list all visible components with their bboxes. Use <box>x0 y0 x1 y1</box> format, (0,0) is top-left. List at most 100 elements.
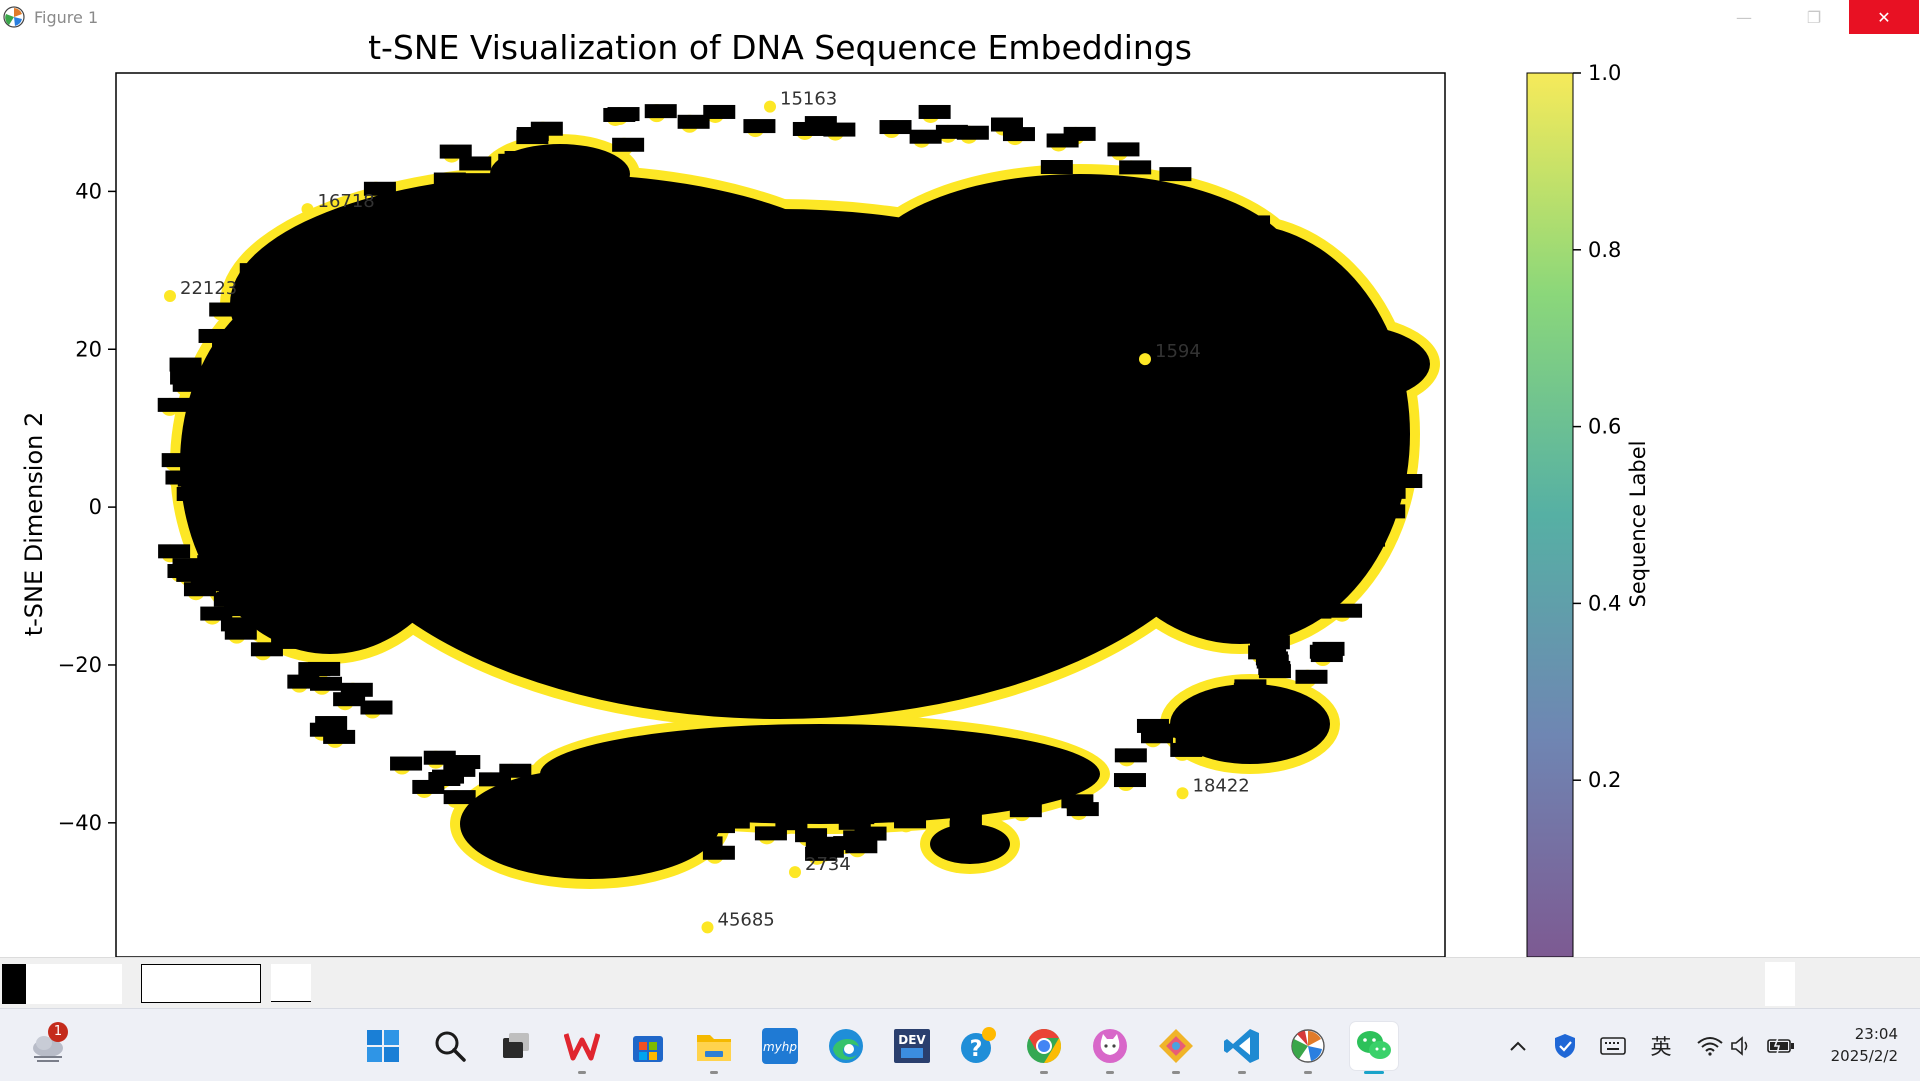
annotation-label-mass <box>229 379 262 394</box>
colorbar <box>1526 72 1574 957</box>
title-bar[interactable]: Figure 1 — ❐ ✕ <box>0 0 1920 34</box>
annotation-mass-region <box>540 724 1100 824</box>
annotation-label-mass <box>209 302 242 317</box>
annotation-label-mass <box>537 789 570 804</box>
annotation-label-mass <box>1159 199 1192 214</box>
figure-window: Figure 1 — ❐ ✕ t-SNE Visualization of DN… <box>0 0 1920 1009</box>
y-tick-label: 0 <box>89 495 102 519</box>
annotation-label-mass <box>1330 603 1363 618</box>
taskbar-store[interactable] <box>624 1022 672 1070</box>
taskbar-git[interactable] <box>1152 1022 1200 1074</box>
minimize-button[interactable]: — <box>1709 0 1779 34</box>
annotation-label-mass <box>1267 258 1300 273</box>
annotation-label-mass <box>296 256 329 271</box>
annotation-label-mass <box>1114 748 1147 763</box>
tray-overflow[interactable] <box>1503 1031 1533 1061</box>
taskbar-chrome[interactable] <box>1020 1022 1068 1074</box>
annotation-label-mass <box>1333 543 1366 558</box>
taskbar-wechat[interactable] <box>1350 1022 1398 1074</box>
annotation-label-mass <box>1042 760 1075 775</box>
taskbar-python-figure[interactable] <box>1284 1022 1332 1074</box>
tray-volume[interactable] <box>1727 1031 1757 1061</box>
wifi-icon <box>1697 1037 1723 1056</box>
annotation-label-mass <box>433 172 466 187</box>
ime-label: 英 <box>1650 1035 1672 1059</box>
toolbar-black-tab[interactable] <box>2 964 26 1004</box>
annotation-label-mass <box>516 127 549 142</box>
annotation-label-mass <box>1372 389 1405 404</box>
annotation-label-mass <box>197 555 230 570</box>
annotation-label-mass <box>1216 725 1249 740</box>
point-annotation: 2734 <box>805 854 851 875</box>
taskbar-help[interactable]: ? <box>954 1022 1002 1070</box>
taskbar-wps[interactable] <box>558 1022 606 1074</box>
annotation-label-mass <box>670 826 703 841</box>
tray-wifi[interactable] <box>1695 1031 1725 1061</box>
weather-cloud-icon <box>33 1036 63 1062</box>
taskbar-cat-app[interactable] <box>1086 1022 1134 1074</box>
scatter-point <box>1139 353 1151 366</box>
annotation-label-mass <box>1373 504 1406 519</box>
point-annotation: 15163 <box>780 89 837 110</box>
annotation-label-mass <box>315 716 348 731</box>
annotation-label-mass <box>1070 175 1103 190</box>
annotation-label-mass <box>842 810 875 825</box>
figure-canvas[interactable]: t-SNE Visualization of DNA Sequence Embe… <box>0 34 1920 957</box>
y-tick-label: −20 <box>58 653 102 677</box>
taskbar-vscode[interactable] <box>1218 1022 1266 1074</box>
annotation-label-mass <box>1283 316 1316 331</box>
toolbar-slot[interactable] <box>141 964 261 1003</box>
shield-icon <box>1555 1034 1575 1058</box>
annotation-label-mass <box>363 181 396 196</box>
annotation-label-mass <box>1345 480 1378 495</box>
annotation-label-mass <box>1136 718 1169 733</box>
annotation-label-mass <box>200 606 233 621</box>
taskbar-devcpp[interactable]: DEV <box>888 1022 936 1070</box>
annotation-label-mass <box>158 544 191 559</box>
annotation-label-mass <box>894 814 927 829</box>
taskbar-edge[interactable] <box>822 1022 870 1070</box>
colorbar-tick-label: 0.2 <box>1588 768 1621 792</box>
annotation-label-mass <box>177 472 210 487</box>
annotation-label-mass <box>1175 739 1208 754</box>
tray-battery[interactable] <box>1766 1031 1796 1061</box>
close-button[interactable]: ✕ <box>1849 0 1919 34</box>
system-clock[interactable]: 23:04 2025/2/2 <box>1808 1023 1898 1067</box>
annotation-label-mass <box>183 582 216 597</box>
taskbar-search[interactable] <box>426 1022 474 1070</box>
toolbar-slot[interactable] <box>271 964 311 1002</box>
annotation-label-mass <box>1119 160 1152 175</box>
annotation-label-mass <box>208 529 241 544</box>
wechat-icon <box>1357 1031 1391 1059</box>
maximize-button[interactable]: ❐ <box>1779 0 1849 34</box>
annotation-label-mass <box>595 834 628 849</box>
annotation-label-mass <box>644 104 677 119</box>
annotation-label-mass <box>478 772 511 787</box>
annotation-label-mass <box>1113 773 1146 788</box>
annotation-label-mass <box>217 361 250 376</box>
annotation-label-mass <box>271 634 304 649</box>
tray-security[interactable] <box>1550 1031 1580 1061</box>
taskbar-myhp[interactable]: myhp <box>756 1022 804 1070</box>
tray-keyboard[interactable] <box>1598 1031 1628 1061</box>
point-annotations: 15163 45685 18422 2734 16718 22123 1594 <box>164 89 1250 934</box>
annotation-label-mass <box>161 453 194 468</box>
point-annotation: 45685 <box>718 909 775 930</box>
annotation-label-mass <box>949 820 982 835</box>
taskbar-explorer[interactable] <box>690 1022 738 1074</box>
tray-ime[interactable]: 英 <box>1646 1031 1676 1061</box>
annotation-label-mass <box>1221 251 1254 266</box>
annotation-label-mass <box>198 328 231 343</box>
annotation-label-mass <box>246 350 279 365</box>
annotation-label-mass <box>191 514 224 529</box>
weather-widget[interactable]: 1 <box>24 1022 72 1070</box>
annotation-label-mass <box>504 150 537 165</box>
annotation-label-mass <box>1364 372 1397 387</box>
annotation-label-mass <box>754 826 787 841</box>
task-view-icon <box>503 1033 529 1058</box>
annotation-label-mass <box>1319 495 1352 510</box>
annotation-label-mass <box>186 402 219 417</box>
y-tick-label: 20 <box>75 337 102 361</box>
taskbar-start[interactable] <box>359 1022 407 1070</box>
taskbar-task-view[interactable] <box>492 1022 540 1070</box>
